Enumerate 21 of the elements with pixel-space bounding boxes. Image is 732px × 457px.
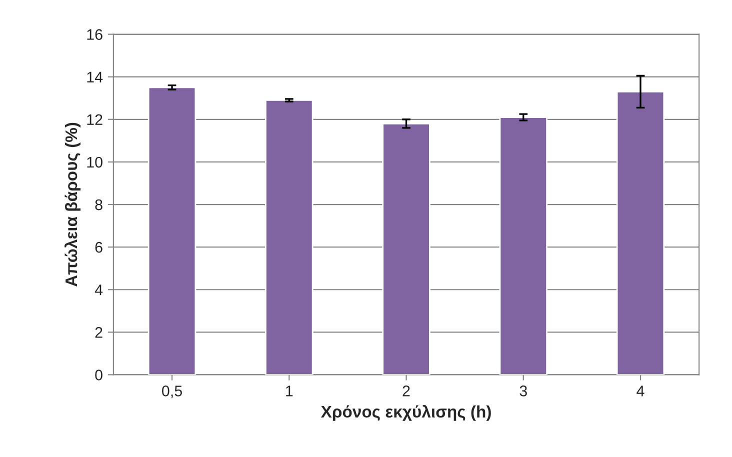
y-tick-label: 10: [87, 156, 102, 168]
bar: [265, 100, 314, 375]
x-axis-title: Χρόνος εκχύλισης (h): [320, 404, 491, 421]
bar: [616, 91, 665, 375]
y-tick-label: 2: [95, 327, 102, 338]
y-tick-label: 6: [95, 242, 102, 253]
bar: [148, 86, 196, 375]
bar: [382, 122, 430, 375]
x-tick-label: 1: [286, 386, 293, 396]
y-axis-title: Απώλεια βάρους (%): [64, 122, 80, 287]
y-tick-label: 0: [95, 370, 102, 380]
x-tick-label: 4: [636, 386, 644, 396]
y-tick-label: 12: [87, 114, 102, 125]
y-tick-label: 16: [87, 29, 102, 40]
x-tick-label: 2: [402, 386, 410, 396]
x-tick-label: 3: [520, 386, 527, 396]
y-tick-label: 14: [87, 72, 103, 82]
bar: [499, 116, 548, 375]
x-tick-label: 0,5: [162, 386, 182, 398]
y-tick-label: 8: [95, 199, 102, 210]
y-tick-label: 4: [94, 284, 103, 296]
